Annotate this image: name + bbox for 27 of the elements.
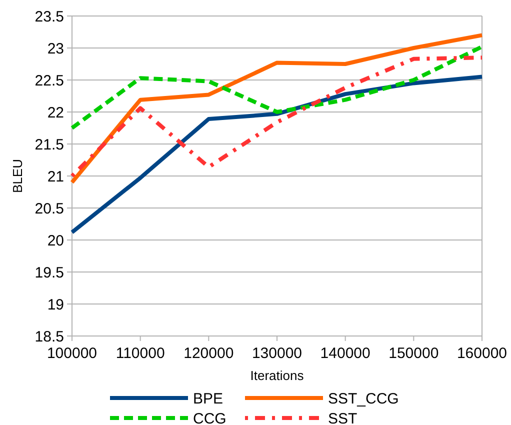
y-tick-label: 21.5 (34, 136, 64, 154)
y-tick-label: 20.5 (34, 200, 64, 218)
y-tick-label: 23.5 (34, 8, 64, 26)
x-tick-label: 120000 (184, 345, 234, 362)
line-series (70, 56, 484, 178)
legend-label: SST (328, 410, 358, 425)
line-series (70, 44, 484, 130)
y-tick-label: 19.5 (34, 264, 64, 282)
x-tick-label: 100000 (46, 345, 98, 362)
legend-label: BPE (193, 390, 224, 408)
legend-label: CCG (193, 410, 226, 425)
y-axis-title: BLEU (10, 159, 25, 193)
y-tick-label: 20 (47, 232, 64, 250)
y-tick-label: 19 (47, 296, 64, 314)
y-tick-label: 22 (47, 104, 64, 122)
legend-label: SST_CCG (328, 390, 399, 408)
y-tick-label: 22.5 (34, 72, 64, 90)
x-tick-label: 110000 (116, 345, 165, 362)
x-tick-label: 150000 (388, 345, 439, 362)
y-tick-label: 23 (47, 40, 64, 58)
line-series (70, 33, 484, 184)
x-tick-label: 130000 (252, 345, 302, 362)
y-tick-label: 18.5 (34, 328, 64, 346)
y-tick-label: 21 (47, 168, 64, 186)
x-tick-label: 140000 (320, 345, 370, 362)
x-tick-label: 160000 (456, 345, 508, 362)
x-axis-title: Iterations (250, 368, 304, 383)
